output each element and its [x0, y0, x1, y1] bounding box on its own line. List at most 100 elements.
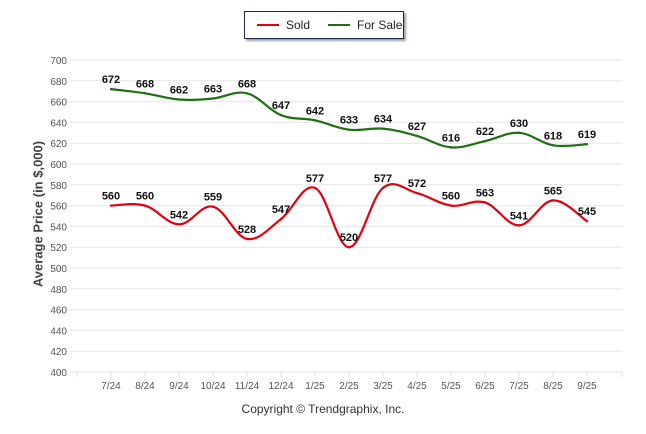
- data-label-for-sale: 618: [544, 130, 562, 142]
- data-point-for-sale: [415, 134, 419, 138]
- data-label-for-sale: 622: [476, 126, 494, 138]
- data-point-for-sale: [109, 87, 113, 91]
- x-tick-label: 1/25: [305, 381, 325, 392]
- data-point-sold: [177, 223, 181, 226]
- legend-label-for-sale: For Sale: [357, 18, 403, 32]
- data-point-for-sale: [313, 119, 317, 122]
- x-tick-label: 11/24: [235, 381, 260, 392]
- data-label-sold: 560: [442, 191, 460, 203]
- y-tick-label: 660: [50, 98, 67, 109]
- data-point-for-sale: [279, 113, 283, 117]
- y-tick-label: 700: [50, 56, 67, 67]
- data-point-for-sale: [585, 143, 589, 146]
- data-point-for-sale: [449, 146, 453, 149]
- data-label-for-sale: 668: [238, 78, 256, 90]
- data-point-for-sale: [381, 127, 385, 130]
- x-tick-label: 9/24: [169, 381, 189, 392]
- data-point-sold: [245, 237, 249, 241]
- x-axis: 7/24 8/24 9/24 10/24 11/24 12/24 1/25 2/25 3/25 4…: [76, 372, 623, 392]
- data-point-sold: [551, 199, 555, 202]
- y-tick-label: 680: [50, 77, 67, 88]
- y-tick-label: 480: [50, 285, 67, 296]
- y-tick-label: 460: [50, 306, 67, 317]
- y-axis-title: Average Price (in $,000): [30, 140, 46, 288]
- data-label-sold: 542: [170, 209, 188, 221]
- data-label-sold: 520: [340, 232, 358, 244]
- x-tick-label: 9/25: [577, 381, 597, 392]
- x-tick-label: 4/25: [407, 381, 427, 392]
- data-point-sold: [347, 246, 351, 249]
- series-lines: [109, 87, 589, 249]
- x-tick-label: 8/25: [543, 381, 563, 392]
- legend: Sold For Sale: [244, 11, 404, 39]
- data-label-for-sale: 668: [136, 78, 154, 90]
- data-point-for-sale: [177, 98, 181, 101]
- x-tick-label: 6/25: [475, 381, 495, 392]
- y-axis: 400 420 440 460 480 500 520 540 560 580 600 620 640 6…: [50, 56, 67, 379]
- data-label-for-sale: 662: [170, 85, 188, 97]
- data-point-for-sale: [347, 128, 351, 131]
- data-label-for-sale: 619: [578, 129, 596, 141]
- y-tick-label: 500: [50, 264, 67, 275]
- data-label-sold: 545: [578, 206, 596, 218]
- legend-label-sold: Sold: [286, 18, 311, 32]
- y-tick-label: 600: [50, 160, 67, 171]
- data-point-sold: [517, 224, 521, 227]
- data-label-sold: 528: [238, 224, 256, 236]
- x-tick-label: 10/24: [200, 381, 225, 392]
- copyright-text: Copyright © Trendgraphix, Inc.: [241, 402, 405, 416]
- data-point-for-sale: [517, 131, 521, 134]
- data-label-sold: 560: [102, 191, 120, 203]
- data-label-for-sale: 672: [102, 74, 120, 86]
- y-tick-label: 640: [50, 118, 67, 129]
- data-label-for-sale: 627: [408, 121, 426, 133]
- data-label-sold: 572: [408, 178, 426, 190]
- x-tick-label: 12/24: [268, 381, 293, 392]
- x-tick-label: 8/24: [135, 381, 155, 392]
- data-label-sold: 563: [476, 187, 494, 199]
- data-label-sold: 547: [272, 204, 290, 216]
- data-point-sold: [483, 201, 487, 204]
- data-point-sold: [585, 220, 589, 223]
- data-label-sold: 565: [544, 185, 562, 197]
- legend-swatch-sold: [257, 24, 279, 26]
- data-labels: 672 668 662 663 668 647 642 633 634 627 616 622 630 6…: [102, 74, 596, 244]
- data-label-sold: 560: [136, 191, 154, 203]
- data-point-for-sale: [245, 92, 249, 95]
- data-label-sold: 577: [374, 173, 392, 185]
- x-tick-label: 3/25: [373, 381, 393, 392]
- data-point-sold: [449, 204, 453, 207]
- data-label-sold: 577: [306, 173, 324, 185]
- data-label-for-sale: 633: [340, 115, 358, 127]
- y-tick-label: 540: [50, 222, 67, 233]
- data-point-sold: [211, 205, 215, 208]
- y-tick-label: 420: [50, 347, 67, 358]
- x-tick-label: 5/25: [441, 381, 461, 392]
- y-tick-label: 440: [50, 326, 67, 337]
- data-label-for-sale: 634: [374, 114, 393, 126]
- y-tick-label: 520: [50, 243, 67, 254]
- data-label-sold: 541: [510, 210, 528, 222]
- data-label-sold: 559: [204, 192, 222, 204]
- y-tick-label: 580: [50, 181, 67, 192]
- data-point-sold: [415, 191, 419, 195]
- legend-item-sold[interactable]: Sold: [257, 18, 310, 32]
- legend-item-for-sale[interactable]: For Sale: [328, 18, 402, 32]
- x-tick-label: 7/24: [101, 381, 121, 392]
- y-tick-label: 400: [50, 368, 67, 379]
- data-point-for-sale: [483, 139, 487, 143]
- data-point-sold: [313, 186, 317, 190]
- data-point-sold: [381, 186, 385, 190]
- data-label-for-sale: 630: [510, 118, 528, 130]
- data-label-for-sale: 616: [442, 132, 460, 144]
- x-tick-label: 7/25: [509, 381, 529, 392]
- y-tick-label: 620: [50, 139, 67, 150]
- x-tick-label: 2/25: [339, 381, 359, 392]
- data-point-for-sale: [143, 92, 147, 95]
- data-point-sold: [143, 204, 147, 207]
- data-label-for-sale: 647: [272, 100, 290, 112]
- legend-swatch-for-sale: [328, 24, 351, 26]
- data-label-for-sale: 663: [204, 83, 222, 95]
- y-tick-label: 560: [50, 202, 67, 213]
